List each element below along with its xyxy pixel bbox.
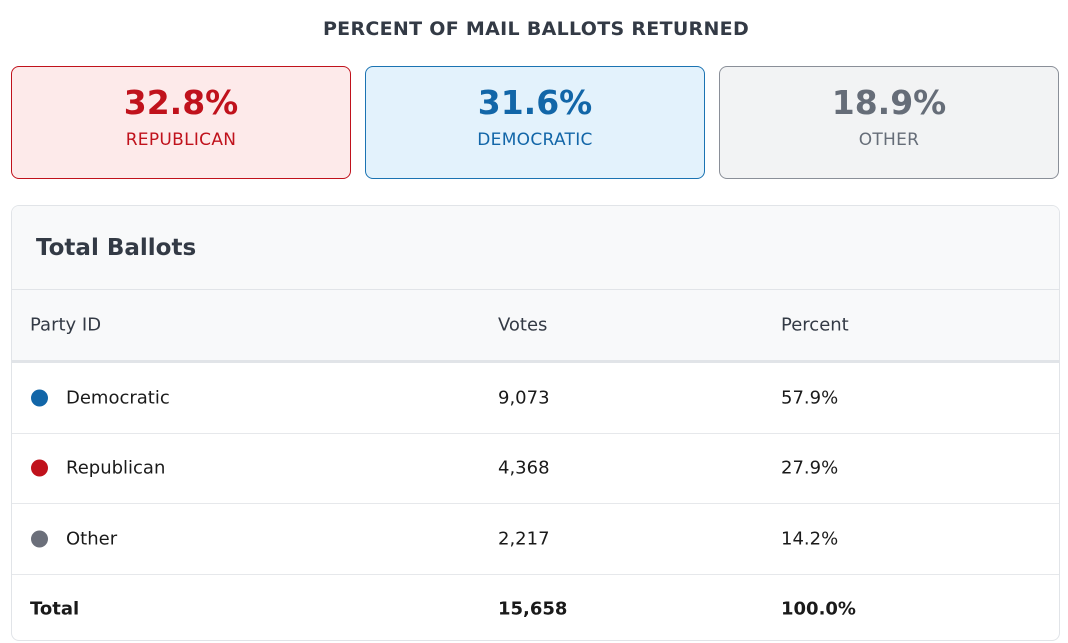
- card-label: DEMOCRATIC: [477, 130, 593, 150]
- table-panel: Total Ballots Party ID Votes Percent Dem…: [11, 205, 1060, 641]
- card-label: OTHER: [858, 130, 920, 150]
- table-cell: Other: [66, 528, 118, 550]
- table-cell: 14.2%: [781, 528, 839, 550]
- party-dot: [31, 459, 48, 477]
- column-header: Percent: [781, 314, 849, 336]
- card-label: REPUBLICAN: [125, 130, 237, 150]
- table-body: Democratic 9,073 57.9% Republican 4,368 27.9%…: [12, 363, 1059, 641]
- panel-title: Total Ballots: [12, 206, 1059, 290]
- table-cell: 100.0%: [781, 598, 856, 620]
- card-value: 32.8%: [123, 83, 239, 122]
- column-header: Party ID: [30, 314, 102, 336]
- table-header: Party ID Votes Percent: [12, 290, 1059, 363]
- summary-card: 18.9% OTHER: [719, 66, 1059, 179]
- party-dot: [31, 530, 48, 548]
- table-cell: 15,658: [498, 598, 568, 620]
- table-row: Total 15,658 100.0%: [12, 575, 1059, 641]
- card-value: 31.6%: [477, 83, 593, 122]
- card-value: 18.9%: [831, 83, 947, 122]
- table-cell: 2,217: [498, 528, 550, 550]
- column-header: Votes: [498, 314, 548, 336]
- table-cell: 27.9%: [781, 457, 839, 479]
- table-cell: 57.9%: [781, 387, 839, 409]
- summary-card: 31.6% DEMOCRATIC: [365, 66, 705, 179]
- table-cell: Republican: [66, 457, 166, 479]
- table-cell: Total: [30, 598, 80, 620]
- title: PERCENT OF MAIL BALLOTS RETURNED: [322, 18, 750, 40]
- table-row: Democratic 9,073 57.9%: [12, 363, 1059, 434]
- party-dot: [31, 389, 48, 407]
- table-row: Republican 4,368 27.9%: [12, 434, 1059, 504]
- table-row: Other 2,217 14.2%: [12, 504, 1059, 575]
- summary-card: 32.8% REPUBLICAN: [11, 66, 351, 179]
- table-cell: Democratic: [66, 387, 170, 409]
- table-cell: 9,073: [498, 387, 550, 409]
- table-cell: 4,368: [498, 457, 550, 479]
